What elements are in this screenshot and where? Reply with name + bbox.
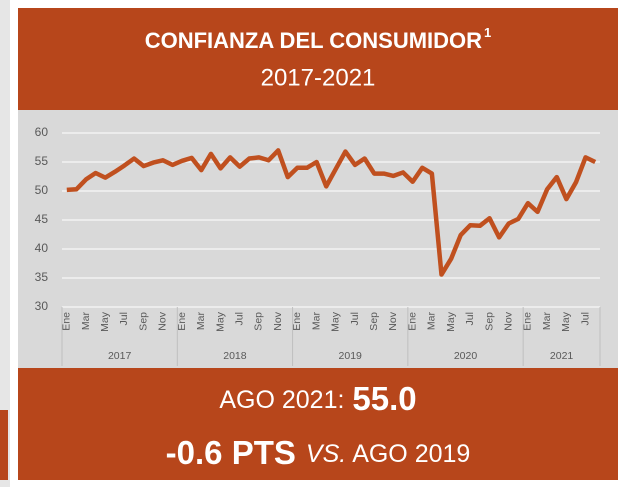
- group-label: 2021: [550, 350, 574, 362]
- x-tick-label: Jul: [118, 312, 130, 325]
- x-tick-label: Nov: [157, 311, 169, 330]
- y-tick-label: 45: [35, 212, 49, 226]
- x-tick-label: Mar: [80, 312, 92, 331]
- x-tick-label: Mar: [195, 312, 207, 331]
- summary-value: 55.0: [352, 380, 416, 417]
- y-tick-label: 30: [35, 299, 49, 313]
- x-tick-label: Mar: [541, 312, 553, 331]
- group-label: 2019: [339, 350, 363, 362]
- summary-reference: AGO 2019: [352, 440, 470, 468]
- x-tick-label: Nov: [387, 311, 399, 330]
- chart-title: CONFIANZA DEL CONSUMIDOR 1: [145, 25, 492, 52]
- summary-label: AGO 2021:: [219, 386, 344, 414]
- x-tick-label: Nov: [503, 311, 515, 330]
- x-tick-label: Jul: [579, 312, 591, 325]
- group-label: 2017: [108, 350, 132, 362]
- y-tick-label: 60: [35, 125, 49, 139]
- side-accent: [0, 410, 8, 480]
- side-strip: [0, 0, 10, 487]
- x-tick-label: Sep: [137, 312, 149, 331]
- y-tick-label: 55: [35, 154, 49, 168]
- footer-panel: [18, 368, 618, 480]
- x-tick-label: Mar: [426, 312, 438, 331]
- x-tick-label: Sep: [368, 312, 380, 331]
- title-superscript: 1: [484, 25, 491, 40]
- x-tick-label: Ene: [61, 312, 73, 331]
- x-tick-label: Mar: [310, 312, 322, 331]
- summary-line-1: AGO 2021: 55.0: [219, 380, 416, 417]
- x-tick-label: Jul: [234, 312, 246, 325]
- summary-line-2: -0.6 PTS VS. AGO 2019: [166, 434, 471, 471]
- group-label: 2018: [223, 350, 247, 362]
- x-tick-label: Ene: [522, 312, 534, 331]
- y-tick-label: 40: [35, 241, 49, 255]
- y-tick-label: 35: [35, 270, 49, 284]
- x-tick-label: Ene: [291, 312, 303, 331]
- y-tick-label: 50: [35, 183, 49, 197]
- x-tick-label: Sep: [483, 312, 495, 331]
- x-tick-label: May: [99, 311, 111, 332]
- x-tick-label: May: [560, 311, 572, 332]
- data-line: [66, 148, 597, 277]
- x-tick-label: Jul: [349, 312, 361, 325]
- x-tick-label: Jul: [464, 312, 476, 325]
- x-tick-label: Nov: [272, 311, 284, 330]
- x-tick-label: May: [445, 311, 457, 332]
- x-tick-label: Sep: [253, 312, 265, 331]
- title-text: CONFIANZA DEL CONSUMIDOR: [145, 28, 482, 53]
- x-tick-label: Ene: [176, 312, 188, 331]
- header-panel: [18, 8, 618, 110]
- group-label: 2020: [454, 350, 478, 362]
- summary-vs: VS.: [306, 440, 346, 468]
- x-tick-label: May: [214, 311, 226, 332]
- summary-change: -0.6 PTS: [166, 434, 296, 471]
- chart-subtitle: 2017-2021: [261, 64, 376, 91]
- x-tick-label: May: [330, 311, 342, 332]
- x-tick-label: Ene: [406, 312, 418, 331]
- chart-panel: [18, 110, 618, 368]
